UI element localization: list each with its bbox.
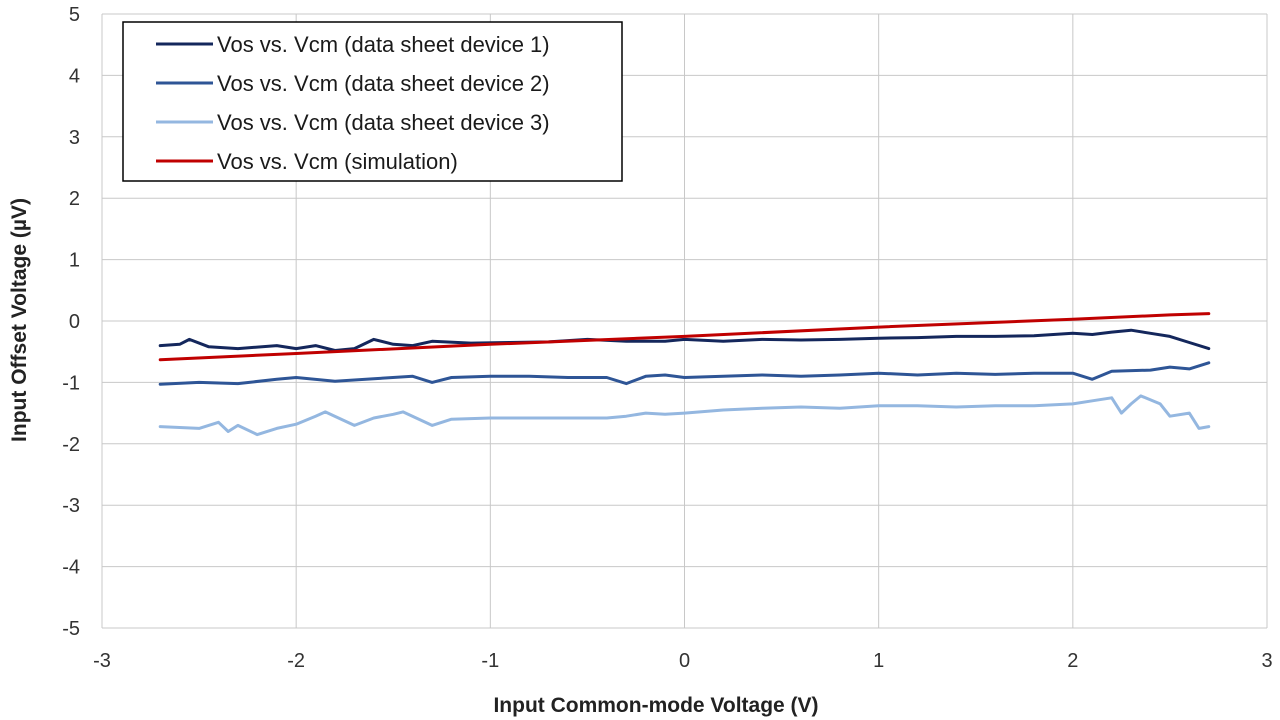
- y-tick-label: -3: [62, 495, 80, 517]
- series-line-2: [158, 361, 1211, 386]
- legend-label-2: Vos vs. Vcm (data sheet device 2): [217, 71, 550, 96]
- y-tick-label: 5: [69, 4, 80, 26]
- x-tick-label: -1: [481, 650, 499, 672]
- y-tick-label: -4: [62, 557, 80, 579]
- x-tick-label: 2: [1067, 650, 1078, 672]
- y-tick-label: -5: [62, 618, 80, 640]
- x-tick-label: 1: [873, 650, 884, 672]
- legend-items: Vos vs. Vcm (data sheet device 1) Vos vs.…: [156, 32, 550, 174]
- gridlines: [101, 13, 1268, 629]
- legend-box: [122, 21, 623, 182]
- series-line-3: [158, 394, 1211, 437]
- legend-label-4: Vos vs. Vcm (simulation): [217, 149, 458, 174]
- x-tick-label: 0: [679, 650, 690, 672]
- series-line-4: [158, 312, 1211, 362]
- y-tick-labels: 5 4 3 2 1 0 -1 -2 -3 -4 -5: [62, 4, 80, 640]
- y-tick-label: -1: [62, 372, 80, 394]
- x-tick-label: 3: [1261, 650, 1272, 672]
- y-tick-label: -2: [62, 434, 80, 456]
- legend-label-1: Vos vs. Vcm (data sheet device 1): [217, 32, 550, 57]
- y-tick-label: 4: [69, 65, 80, 87]
- legend-label-3: Vos vs. Vcm (data sheet device 3): [217, 110, 550, 135]
- y-axis-title: Input Offset Voltage (µV): [8, 198, 31, 442]
- x-tick-label: -3: [93, 650, 111, 672]
- y-tick-label: 1: [69, 250, 80, 272]
- x-axis-title: Input Common-mode Voltage (V): [493, 694, 818, 717]
- x-tick-label: -2: [287, 650, 305, 672]
- y-tick-label: 0: [69, 311, 80, 333]
- series-lines: [158, 312, 1211, 437]
- y-tick-label: 2: [69, 188, 80, 210]
- x-tick-labels: -3 -2 -1 0 1 2 3: [93, 650, 1272, 672]
- legend: Vos vs. Vcm (data sheet device 1) Vos vs.…: [122, 21, 623, 182]
- y-tick-label: 3: [69, 127, 80, 149]
- series-line-1: [158, 328, 1211, 352]
